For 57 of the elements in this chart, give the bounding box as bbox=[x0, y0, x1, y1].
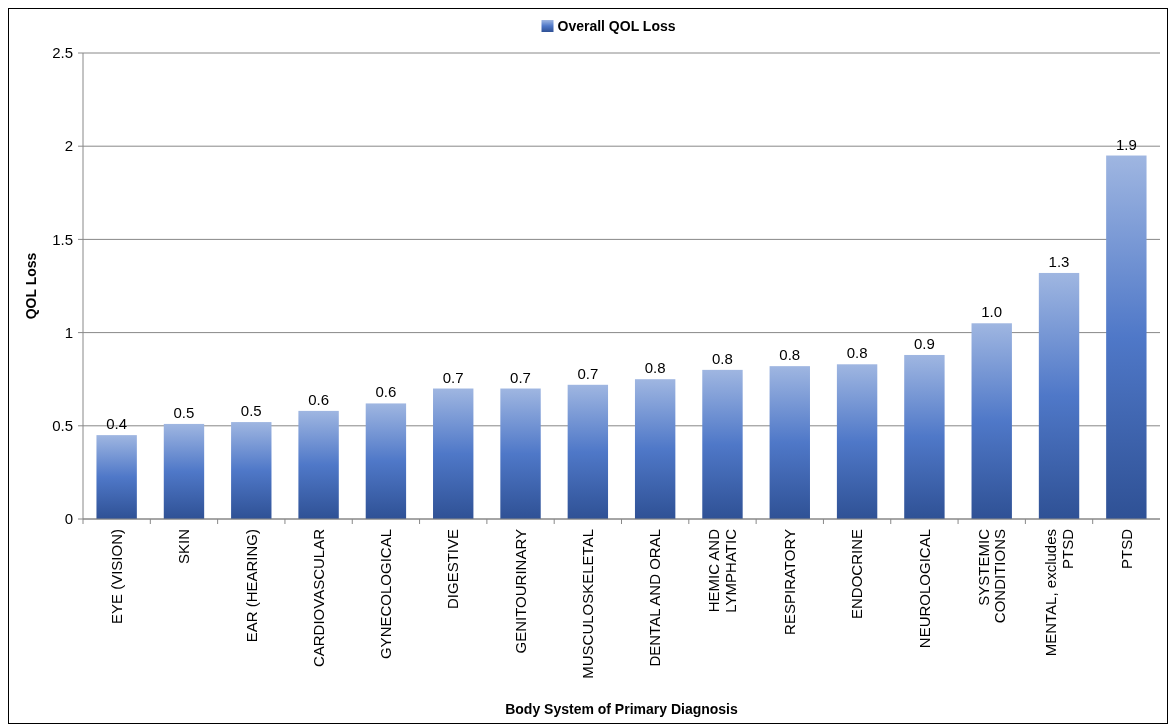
bar bbox=[298, 410, 339, 519]
data-label: 0.8 bbox=[644, 359, 666, 377]
x-tick-label: MENTAL, excludes PTSD bbox=[1042, 528, 1076, 657]
data-label: 1.9 bbox=[1115, 135, 1137, 153]
bar bbox=[231, 422, 272, 519]
y-tick-label: 1 bbox=[64, 323, 73, 341]
bar bbox=[904, 354, 945, 519]
bar bbox=[702, 369, 743, 519]
bar bbox=[1106, 155, 1147, 519]
x-tick-label: SYSTEMIC CONDITIONS bbox=[974, 528, 1009, 624]
x-tick-label: EYE (VISION) bbox=[107, 529, 125, 625]
data-label: 0.9 bbox=[913, 334, 935, 352]
x-tick-label: MUSCULOSKELETAL bbox=[579, 529, 597, 679]
data-label: 0.4 bbox=[106, 415, 128, 433]
bar bbox=[1038, 272, 1080, 519]
x-tick-label: NEUROLOGICAL bbox=[915, 529, 933, 649]
x-tick-label: RESPIRATORY bbox=[781, 529, 799, 635]
data-label: 1.3 bbox=[1048, 252, 1070, 270]
x-tick-label: ENDOCRINE bbox=[848, 529, 866, 620]
x-tick-label: EAR (HEARING) bbox=[242, 529, 260, 643]
y-axis-title: QOL Loss bbox=[23, 252, 39, 320]
bar bbox=[433, 388, 474, 519]
x-tick-label: DIGESTIVE bbox=[444, 529, 462, 610]
data-label: 0.6 bbox=[375, 383, 397, 401]
x-tick-label: SKIN bbox=[175, 529, 193, 565]
bar bbox=[567, 384, 609, 519]
data-label: 0.7 bbox=[442, 368, 464, 386]
x-axis-title: Body System of Primary Diagnosis bbox=[505, 701, 739, 717]
data-label: 0.8 bbox=[779, 346, 801, 364]
y-tick-label: 2 bbox=[64, 137, 73, 155]
legend-label: Overall QOL Loss bbox=[557, 17, 676, 34]
y-tick-label: 2.5 bbox=[52, 44, 73, 62]
x-tick-label: GYNECOLOGICAL bbox=[377, 529, 395, 660]
data-label: 0.5 bbox=[240, 402, 262, 420]
data-label: 0.5 bbox=[173, 403, 195, 421]
bar bbox=[971, 323, 1012, 519]
data-label: 0.8 bbox=[846, 344, 868, 362]
bar bbox=[769, 366, 810, 519]
x-tick-label: DENTAL AND ORAL bbox=[646, 529, 664, 667]
bar bbox=[163, 423, 205, 519]
data-label: 0.6 bbox=[308, 390, 330, 408]
y-tick-label: 1.5 bbox=[52, 230, 73, 248]
data-label: 0.8 bbox=[712, 349, 733, 367]
data-label: 0.7 bbox=[510, 368, 531, 386]
data-label: 1.0 bbox=[981, 303, 1003, 321]
y-tick-label: 0.5 bbox=[52, 417, 73, 435]
x-tick-label: PTSD bbox=[1117, 528, 1135, 570]
bar bbox=[500, 388, 541, 519]
data-label: 0.7 bbox=[577, 364, 599, 382]
x-tick-label: CARDIOVASCULAR bbox=[309, 528, 327, 668]
y-tick-label: 0 bbox=[64, 510, 73, 528]
x-tick-label: HEMIC AND LYMPHATIC bbox=[705, 528, 739, 613]
bar bbox=[96, 435, 137, 519]
bar bbox=[836, 364, 878, 519]
x-tick-label: GENITOURINARY bbox=[511, 529, 529, 654]
bar bbox=[634, 379, 676, 519]
bar bbox=[365, 403, 407, 519]
